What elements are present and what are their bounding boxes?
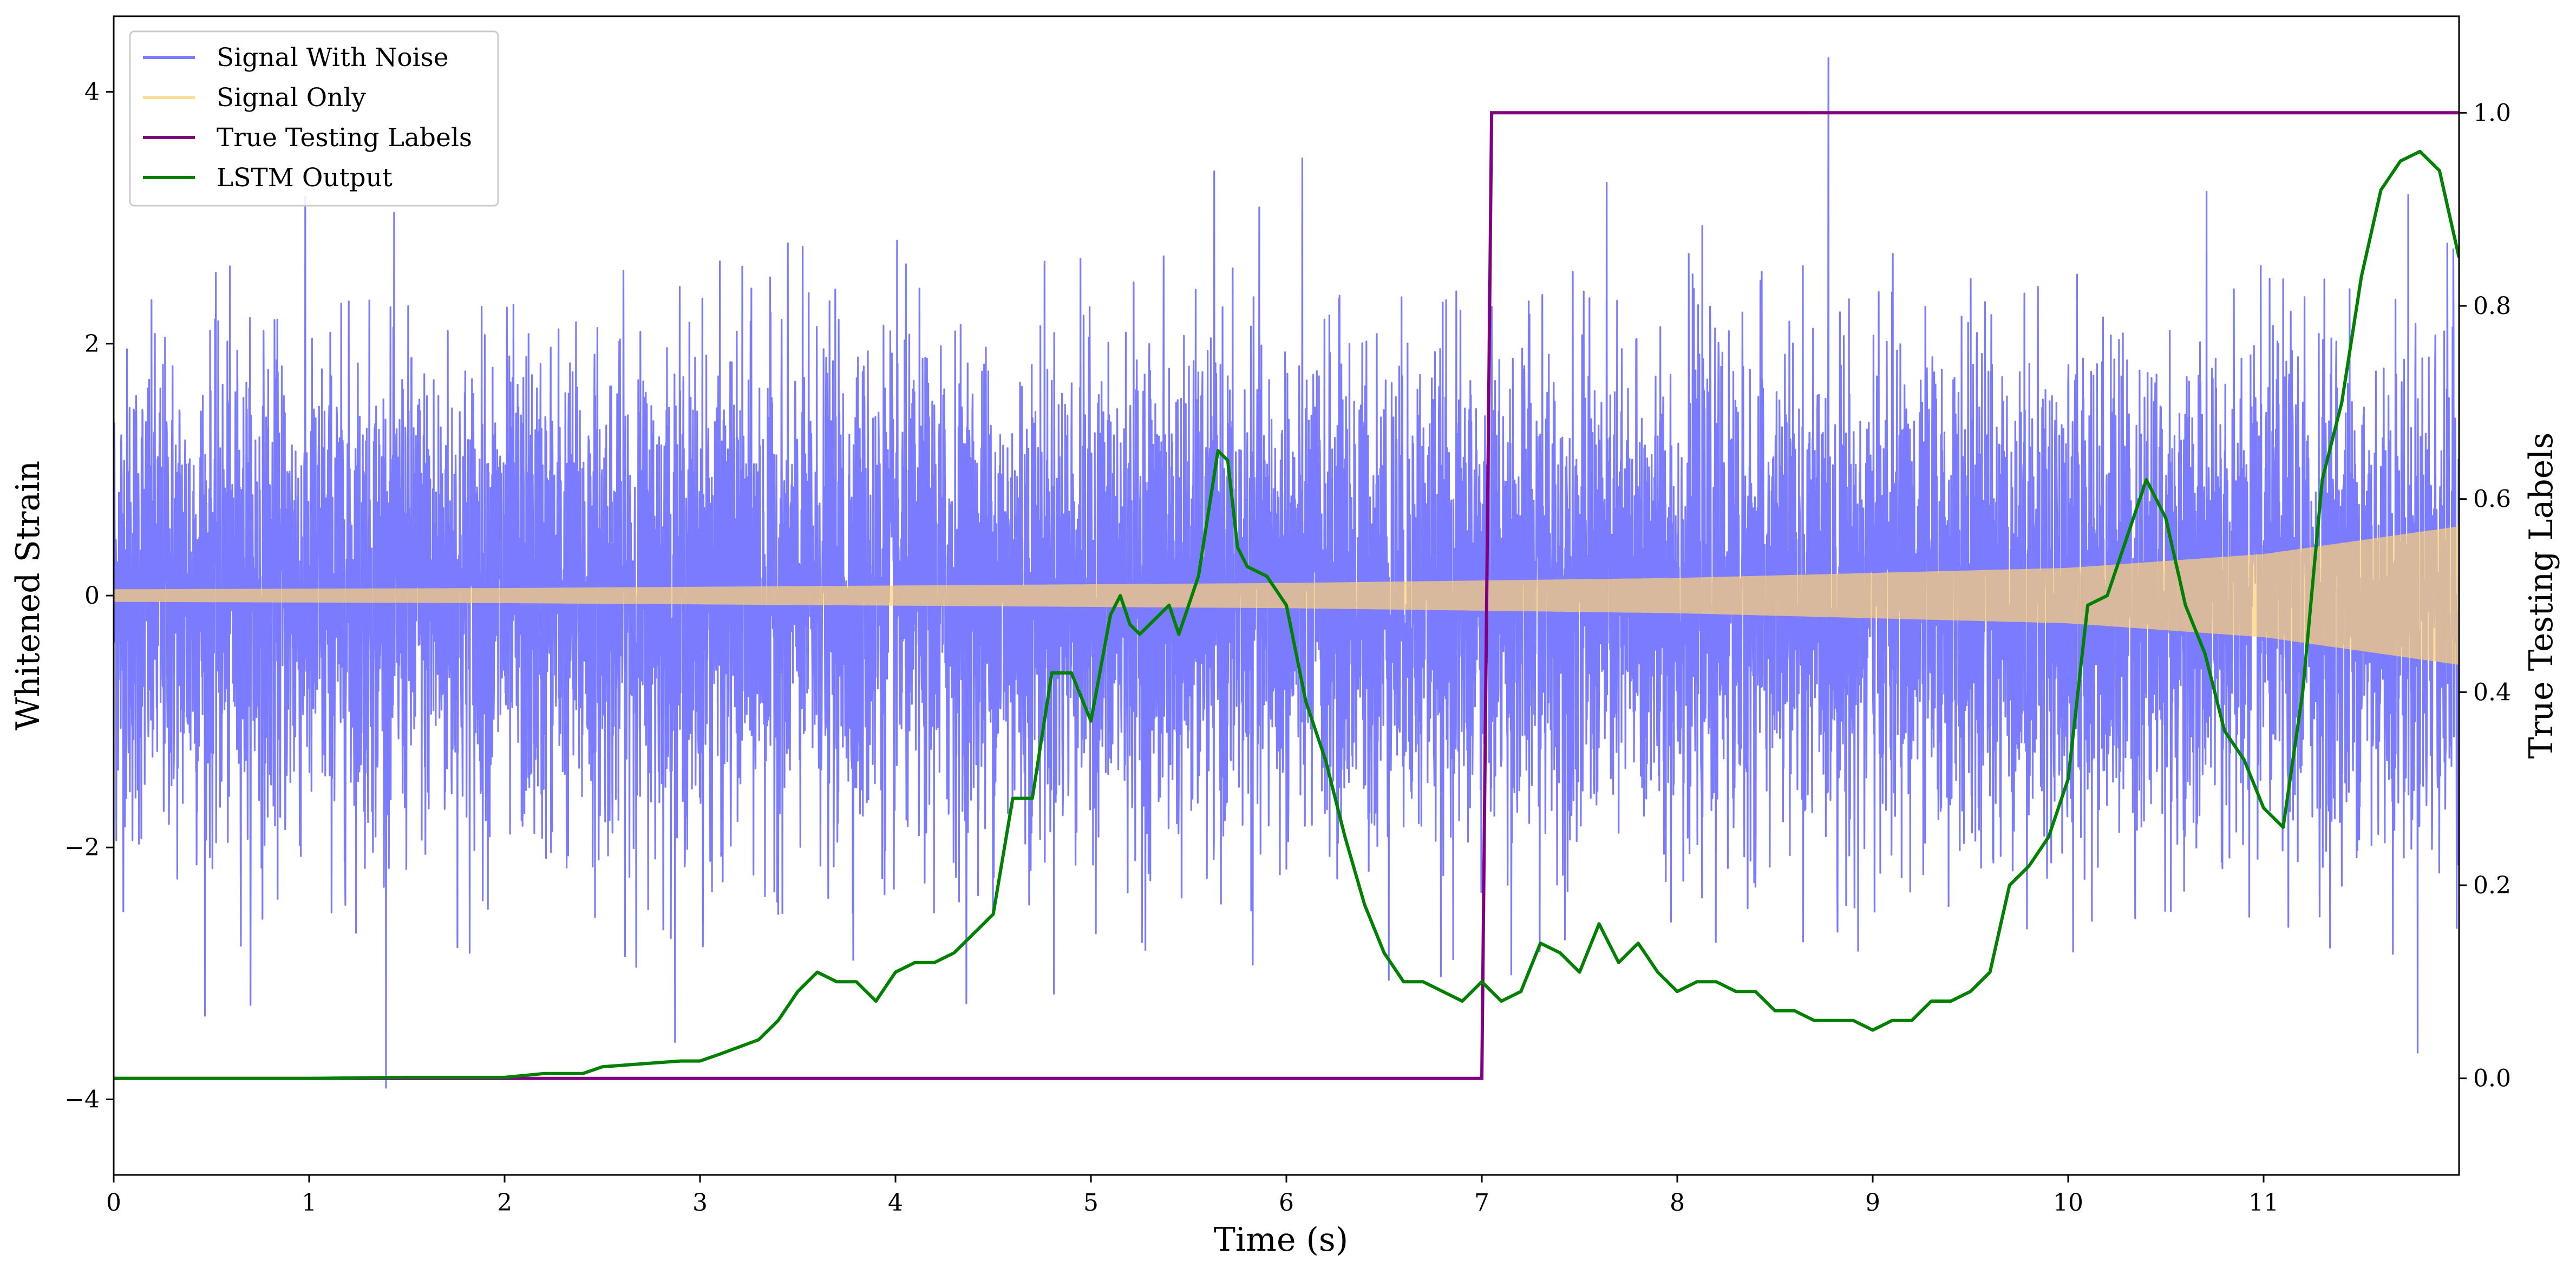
legend-box bbox=[129, 30, 499, 207]
x-axis: 0 1 2 3 4 5 6 7 8 9 10 11 bbox=[106, 1175, 2279, 1217]
signal-with-noise-line bbox=[114, 57, 2459, 1089]
x-axis-title: Time (s) bbox=[1214, 1221, 1348, 1259]
y2-tick-label: 0.2 bbox=[2473, 872, 2511, 899]
y-tick-label: 2 bbox=[84, 330, 100, 358]
true-testing-labels-line bbox=[114, 111, 2459, 1080]
y2-axis-title: True Testing Labels bbox=[2522, 433, 2560, 759]
y2-tick-label: 0.4 bbox=[2473, 678, 2511, 706]
y-tick-label: 0 bbox=[84, 582, 100, 610]
y-axis-right: 0.0 0.2 0.4 0.6 0.8 1.0 bbox=[2459, 99, 2511, 1093]
x-tick-label: 4 bbox=[888, 1189, 903, 1217]
x-tick-label: 8 bbox=[1670, 1189, 1685, 1217]
y-tick-label: −4 bbox=[64, 1086, 100, 1113]
legend-label: LSTM Output bbox=[217, 163, 393, 193]
y2-tick-label: 0.6 bbox=[2473, 486, 2511, 513]
y2-tick-label: 1.0 bbox=[2473, 99, 2511, 127]
x-tick-label: 2 bbox=[497, 1189, 512, 1217]
y2-tick-label: 0.8 bbox=[2473, 292, 2511, 320]
true-testing-labels-series bbox=[114, 111, 2459, 1080]
x-tick-label: 10 bbox=[2053, 1189, 2083, 1217]
x-tick-label: 3 bbox=[692, 1189, 708, 1217]
lstm-output-line bbox=[114, 149, 2459, 1080]
y-axis-left: −4 −2 0 2 4 bbox=[64, 79, 114, 1113]
signal-only-band bbox=[114, 526, 2459, 665]
x-tick-label: 1 bbox=[302, 1189, 317, 1217]
legend-label: True Testing Labels bbox=[217, 123, 472, 153]
x-tick-label: 7 bbox=[1474, 1189, 1489, 1217]
y2-tick-label: 0.0 bbox=[2473, 1065, 2511, 1093]
legend-label: Signal Only bbox=[217, 83, 366, 113]
legend: Signal With Noise Signal Only True Testing… bbox=[129, 30, 499, 207]
signal-only-series bbox=[114, 526, 2459, 665]
x-tick-label: 5 bbox=[1083, 1189, 1099, 1217]
y-axis-title: Whitened Strain bbox=[9, 461, 47, 730]
x-tick-label: 6 bbox=[1279, 1189, 1294, 1217]
signal-with-noise-series bbox=[114, 57, 2459, 1089]
legend-label: Signal With Noise bbox=[217, 43, 449, 73]
x-tick-label: 11 bbox=[2248, 1189, 2279, 1217]
y-tick-label: 4 bbox=[84, 79, 100, 106]
x-tick-label: 9 bbox=[1865, 1189, 1880, 1217]
lstm-output-series bbox=[114, 149, 2459, 1080]
x-tick-label: 0 bbox=[106, 1189, 121, 1217]
y-tick-label: −2 bbox=[64, 834, 100, 861]
